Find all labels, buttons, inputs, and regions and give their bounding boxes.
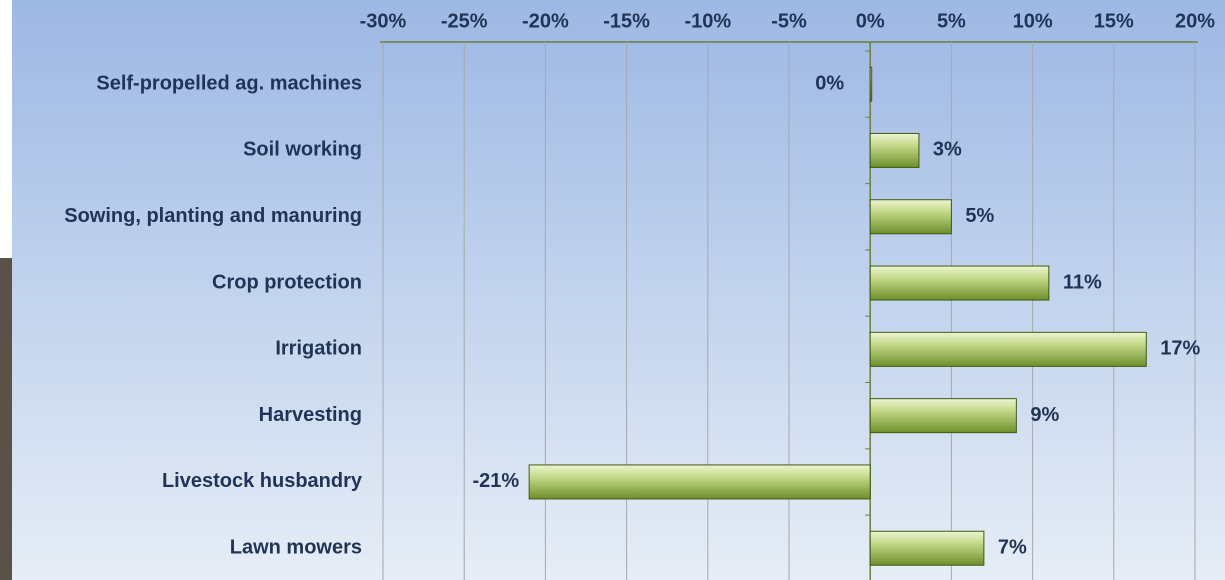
bar <box>869 265 1050 301</box>
bar <box>869 199 952 235</box>
bar <box>869 530 985 566</box>
bar <box>869 132 920 168</box>
y-tick-label: Lawn mowers <box>230 537 362 559</box>
value-label: 11% <box>1063 271 1102 293</box>
x-tick-label: 15% <box>1094 10 1134 32</box>
value-label: 5% <box>965 205 994 227</box>
value-label: 0% <box>815 72 844 94</box>
value-label: 9% <box>1030 404 1059 426</box>
bar <box>869 66 873 102</box>
x-tick-label: -20% <box>522 10 569 32</box>
x-tick-label: -5% <box>771 10 807 32</box>
value-label: 3% <box>933 139 962 161</box>
x-tick-label: -10% <box>684 10 731 32</box>
value-label: 17% <box>1160 338 1200 360</box>
y-tick-label: Sowing, planting and manuring <box>64 205 362 227</box>
bar <box>528 464 871 500</box>
bar <box>869 398 1017 434</box>
y-tick-label: Soil working <box>243 139 362 161</box>
x-tick-label: 5% <box>937 10 966 32</box>
y-tick-label: Self-propelled ag. machines <box>96 72 362 94</box>
x-tick-label: -30% <box>360 10 407 32</box>
x-tick-label: 10% <box>1013 10 1053 32</box>
y-tick-label: Irrigation <box>275 338 362 360</box>
x-tick-label: 0% <box>856 10 885 32</box>
value-label: 7% <box>998 537 1027 559</box>
x-tick-label: -25% <box>441 10 488 32</box>
edge-strip <box>0 0 12 258</box>
bar <box>869 331 1147 367</box>
y-tick-label: Crop protection <box>212 271 362 293</box>
y-tick-label: Livestock husbandry <box>162 470 363 492</box>
x-tick-label: 20% <box>1175 10 1215 32</box>
value-label: -21% <box>472 470 519 492</box>
photo-edge <box>0 258 12 580</box>
x-tick-label: -15% <box>603 10 650 32</box>
y-tick-label: Harvesting <box>259 404 362 426</box>
